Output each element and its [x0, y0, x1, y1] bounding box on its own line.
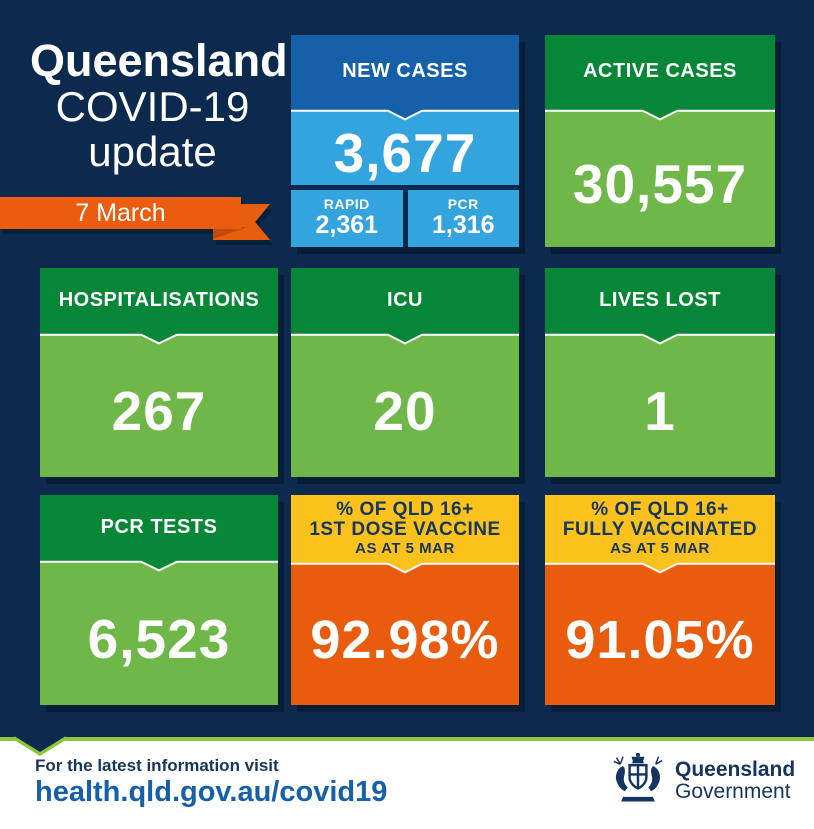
first-dose-label-line2: 1ST DOSE VACCINE: [309, 518, 501, 540]
pcr-tests-card: PCR TESTS 6,523: [40, 495, 278, 705]
new-cases-value: 3,677: [333, 122, 477, 184]
pcr-tests-label: PCR TESTS: [100, 515, 218, 538]
active-cases-header: ACTIVE CASES: [545, 35, 775, 108]
active-cases-label: ACTIVE CASES: [583, 60, 737, 82]
first-dose-header: % OF QLD 16+ 1ST DOSE VACCINE AS AT 5 MA…: [291, 495, 519, 561]
notch-divider: [291, 561, 519, 574]
lives-lost-card: LIVES LOST 1: [545, 268, 775, 477]
footer-url-link[interactable]: health.qld.gov.au/covid19: [35, 776, 388, 808]
title-line-queensland: Queensland: [30, 35, 288, 86]
notch-divider: [545, 561, 775, 574]
fully-vaccinated-card: % OF QLD 16+ FULLY VACCINATED AS AT 5 MA…: [545, 495, 775, 705]
notch-divider: [291, 332, 519, 345]
qld-government-wordmark: Queensland Government: [675, 759, 795, 803]
active-cases-body: 30,557: [545, 121, 775, 247]
footer-chevron-icon: [14, 736, 66, 757]
title-line-covid19: COVID-19: [55, 83, 250, 130]
notch-divider: [40, 332, 278, 345]
rapid-label: RAPID: [323, 196, 370, 213]
fully-vaccinated-label-line1: % OF QLD 16+: [591, 498, 729, 520]
notch-divider: [291, 108, 519, 121]
active-cases-value: 30,557: [572, 153, 748, 215]
lives-lost-header: LIVES LOST: [545, 268, 775, 332]
date-label: 7 March: [75, 198, 166, 227]
icu-value: 20: [373, 380, 437, 442]
pcr-label: PCR: [447, 196, 479, 213]
lives-lost-body: 1: [545, 345, 775, 477]
title-line-update: update: [88, 128, 217, 175]
pcr-tests-body: 6,523: [40, 572, 278, 705]
hospitalisations-header: HOSPITALISATIONS: [40, 268, 278, 332]
icu-label: ICU: [387, 288, 423, 311]
new-cases-body: 3,677 RAPID 2,361 PCR 1,316: [291, 121, 519, 247]
new-cases-card: NEW CASES 3,677 RAPID 2,361 PCR 1,316: [291, 35, 519, 247]
fully-vaccinated-value: 91.05%: [565, 609, 755, 670]
pcr-tests-value: 6,523: [87, 607, 231, 670]
icu-body: 20: [291, 345, 519, 477]
rapid-cases-cell: RAPID 2,361: [291, 190, 403, 247]
hospitalisations-value: 267: [111, 380, 207, 442]
rapid-value: 2,361: [315, 211, 379, 240]
pcr-tests-header: PCR TESTS: [40, 495, 278, 559]
footer-green-line: [0, 737, 814, 741]
footer-info-text: For the latest information visit: [35, 756, 279, 775]
ribbon-band: 7 March: [0, 197, 241, 229]
first-dose-vaccine-card: % OF QLD 16+ 1ST DOSE VACCINE AS AT 5 MA…: [291, 495, 519, 705]
first-dose-value: 92.98%: [310, 609, 500, 670]
icu-header: ICU: [291, 268, 519, 332]
qld-government-logo: Queensland Government: [610, 750, 795, 812]
notch-divider: [545, 332, 775, 345]
new-cases-breakdown: RAPID 2,361 PCR 1,316: [291, 185, 519, 247]
hospitalisations-card: HOSPITALISATIONS 267: [40, 268, 278, 477]
new-cases-label: NEW CASES: [342, 60, 468, 82]
lives-lost-value: 1: [644, 380, 676, 442]
first-dose-body: 92.98%: [291, 574, 519, 705]
icu-card: ICU 20: [291, 268, 519, 477]
footer: [0, 741, 814, 829]
fully-vaccinated-label-line3: AS AT 5 MAR: [610, 539, 710, 557]
page-title: Queensland COVID-19 update: [30, 35, 288, 175]
first-dose-label-line1: % OF QLD 16+: [336, 498, 474, 520]
pcr-value: 1,316: [431, 211, 495, 240]
qld-government-crest-icon: [613, 752, 663, 802]
hospitalisations-body: 267: [40, 345, 278, 477]
new-cases-header: NEW CASES: [291, 35, 519, 108]
notch-divider: [40, 559, 278, 572]
fully-vaccinated-header: % OF QLD 16+ FULLY VACCINATED AS AT 5 MA…: [545, 495, 775, 561]
lives-lost-label: LIVES LOST: [599, 288, 721, 311]
fully-vaccinated-body: 91.05%: [545, 574, 775, 705]
fully-vaccinated-label-line2: FULLY VACCINATED: [562, 518, 758, 540]
pcr-cases-cell: PCR 1,316: [407, 190, 519, 247]
hospitalisations-label: HOSPITALISATIONS: [58, 288, 260, 311]
logo-queensland-text: Queensland: [675, 758, 796, 781]
date-ribbon: 7 March: [0, 197, 275, 245]
logo-government-text: Government: [675, 780, 791, 803]
active-cases-card: ACTIVE CASES 30,557: [545, 35, 775, 247]
notch-divider: [545, 108, 775, 121]
first-dose-label-line3: AS AT 5 MAR: [355, 539, 455, 557]
